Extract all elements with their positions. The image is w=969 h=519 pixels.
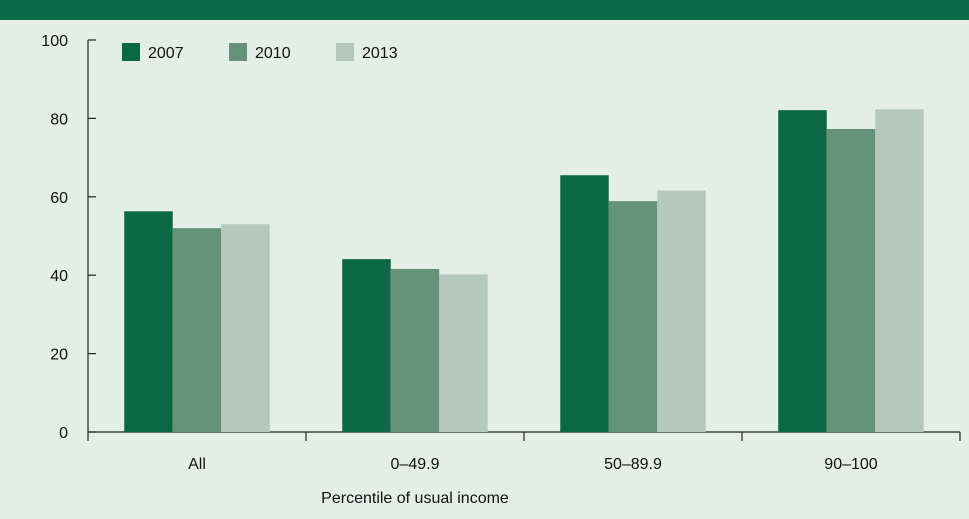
bar-2007-0 bbox=[124, 211, 173, 432]
y-tick-label: 0 bbox=[59, 425, 68, 442]
bar-2007-1 bbox=[342, 259, 391, 432]
x-tick-label: All bbox=[188, 456, 206, 473]
axes: 0 20 40 60 80 100 All 0–49.9 50–89.9 90–100 bbox=[41, 33, 961, 473]
legend: 2007 2010 2013 bbox=[122, 43, 398, 62]
header-bar bbox=[0, 0, 969, 20]
legend-label-2010: 2010 bbox=[255, 45, 291, 62]
bar-2013-3 bbox=[875, 109, 924, 432]
legend-swatch-2010 bbox=[229, 43, 247, 61]
bar-2013-0 bbox=[221, 224, 270, 432]
y-tick-label: 40 bbox=[50, 268, 68, 285]
legend-swatch-2013 bbox=[336, 43, 354, 61]
legend-swatch-2007 bbox=[122, 43, 140, 61]
x-tick-label: 50–89.9 bbox=[604, 456, 662, 473]
legend-label-2013: 2013 bbox=[362, 45, 398, 62]
bars bbox=[124, 109, 924, 433]
x-tick-label: 90–100 bbox=[824, 456, 877, 473]
bar-2010-3 bbox=[826, 128, 876, 432]
bar-2010-1 bbox=[390, 268, 440, 432]
y-tick-label: 60 bbox=[50, 190, 68, 207]
legend-label-2007: 2007 bbox=[148, 45, 184, 62]
bar-2010-2 bbox=[608, 201, 658, 432]
bar-2013-1 bbox=[439, 274, 488, 432]
x-tick-label: 0–49.9 bbox=[391, 456, 440, 473]
bar-2010-0 bbox=[172, 228, 222, 432]
bar-2007-3 bbox=[778, 110, 827, 432]
bar-2013-2 bbox=[657, 190, 706, 432]
x-axis-label: Percentile of usual income bbox=[321, 490, 509, 507]
bar-2007-2 bbox=[560, 175, 609, 433]
y-tick-label: 100 bbox=[41, 33, 68, 50]
y-tick-label: 20 bbox=[50, 347, 68, 364]
y-tick-label: 80 bbox=[50, 111, 68, 128]
